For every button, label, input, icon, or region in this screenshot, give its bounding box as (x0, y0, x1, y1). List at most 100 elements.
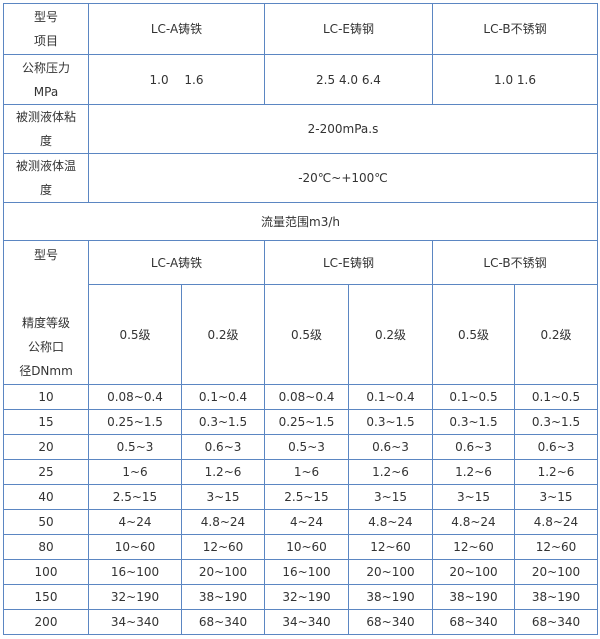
header-label: 型号 项目 (3, 3, 89, 55)
grade-cell: 0.5级 (264, 284, 349, 385)
flow-cell: 1.2~6 (181, 459, 265, 485)
flow-cell: 38~190 (432, 584, 515, 610)
dn-cell: 25 (3, 459, 89, 485)
table-row: 80 10~60 12~60 10~60 12~60 12~60 12~60 (3, 534, 598, 560)
flow-cell: 3~15 (181, 484, 265, 510)
flow-cell: 32~190 (88, 584, 182, 610)
dn-cell: 50 (3, 509, 89, 535)
model-header: LC-A铸铁 (88, 240, 265, 285)
flow-cell: 4.8~24 (432, 509, 515, 535)
flow-header-label: 型号 精度等级 公称口 径DNmm (3, 240, 89, 385)
flow-cell: 0.25~1.5 (264, 409, 349, 435)
spec-table: 型号 项目 LC-A铸铁 LC-E铸钢 LC-B不锈钢 公称压力 MPa 1.0 1… (3, 3, 598, 635)
temperature-row: 被测液体温度 -20℃~+100℃ (3, 153, 598, 203)
grade-row: 0.5级 0.2级 0.5级 0.2级 0.5级 0.2级 (4, 284, 598, 385)
pressure-value: 2.5 4.0 6.4 (264, 54, 433, 105)
dn-cell: 15 (3, 409, 89, 435)
model-header: LC-E铸钢 (264, 240, 433, 285)
model-header: LC-B不锈钢 (432, 3, 598, 55)
flow-cell: 0.08~0.4 (88, 384, 182, 410)
viscosity-row: 被测液体粘度 2-200mPa.s (3, 104, 598, 154)
dn-cell: 150 (3, 584, 89, 610)
flow-cell: 4.8~24 (181, 509, 265, 535)
grade-cell: 0.5级 (432, 284, 515, 385)
flow-cell: 12~60 (348, 534, 433, 560)
dn-cell: 40 (3, 484, 89, 510)
flow-cell: 68~340 (432, 609, 515, 635)
flow-cell: 4.8~24 (348, 509, 433, 535)
flow-cell: 0.5~3 (88, 434, 182, 460)
flow-cell: 0.25~1.5 (88, 409, 182, 435)
flow-cell: 0.1~0.5 (514, 384, 598, 410)
table-row: 40 2.5~15 3~15 2.5~15 3~15 3~15 3~15 (3, 484, 598, 510)
flow-cell: 38~190 (181, 584, 265, 610)
flow-cell: 0.3~1.5 (348, 409, 433, 435)
model-header: LC-B不锈钢 (432, 240, 598, 285)
dn-cell: 20 (3, 434, 89, 460)
table-row: 15 0.25~1.5 0.3~1.5 0.25~1.5 0.3~1.5 0.3~1.5 0… (3, 409, 598, 435)
pressure-row: 公称压力 MPa 1.0 1.6 2.5 4.0 6.4 1.0 1.6 (3, 54, 598, 105)
flow-title-row: 流量范围m3/h (3, 202, 598, 241)
table-row: 200 34~340 68~340 34~340 68~340 68~340 68~340 (3, 609, 598, 635)
flow-cell: 10~60 (264, 534, 349, 560)
pressure-label: 公称压力 MPa (3, 54, 89, 105)
flow-cell: 1.2~6 (432, 459, 515, 485)
flow-cell: 0.6~3 (514, 434, 598, 460)
flow-cell: 0.6~3 (432, 434, 515, 460)
flow-cell: 68~340 (348, 609, 433, 635)
flow-cell: 20~100 (181, 559, 265, 585)
table-row: 100 16~100 20~100 16~100 20~100 20~100 20~100 (3, 559, 598, 585)
flow-cell: 16~100 (88, 559, 182, 585)
flow-cell: 16~100 (264, 559, 349, 585)
dn-cell: 200 (3, 609, 89, 635)
flow-title: 流量范围m3/h (3, 202, 598, 241)
flow-cell: 4~24 (88, 509, 182, 535)
flow-cell: 0.6~3 (181, 434, 265, 460)
table-row: 20 0.5~3 0.6~3 0.5~3 0.6~3 0.6~3 0.6~3 (3, 434, 598, 460)
flow-cell: 0.6~3 (348, 434, 433, 460)
dn-cell: 80 (3, 534, 89, 560)
model-header: LC-A铸铁 (88, 3, 265, 55)
flow-cell: 0.3~1.5 (432, 409, 515, 435)
flow-cell: 4~24 (264, 509, 349, 535)
flow-cell: 34~340 (88, 609, 182, 635)
flow-cell: 10~60 (88, 534, 182, 560)
flow-cell: 34~340 (264, 609, 349, 635)
table-row: 50 4~24 4.8~24 4~24 4.8~24 4.8~24 4.8~24 (3, 509, 598, 535)
table-row: 25 1~6 1.2~6 1~6 1.2~6 1.2~6 1.2~6 (3, 459, 598, 485)
table-row: 10 0.08~0.4 0.1~0.4 0.08~0.4 0.1~0.4 0.1~0.5 0… (3, 384, 598, 410)
grade-cell: 0.5级 (88, 284, 182, 385)
flow-cell: 38~190 (514, 584, 598, 610)
flow-cell: 20~100 (514, 559, 598, 585)
flow-cell: 32~190 (264, 584, 349, 610)
flow-cell: 0.5~3 (264, 434, 349, 460)
flow-cell: 0.08~0.4 (264, 384, 349, 410)
flow-cell: 4.8~24 (514, 509, 598, 535)
flow-cell: 68~340 (181, 609, 265, 635)
flow-cell: 0.3~1.5 (514, 409, 598, 435)
flow-cell: 0.1~0.5 (432, 384, 515, 410)
flow-cell: 1.2~6 (348, 459, 433, 485)
flow-cell: 3~15 (348, 484, 433, 510)
flow-cell: 12~60 (514, 534, 598, 560)
temperature-value: -20℃~+100℃ (88, 153, 598, 203)
flow-cell: 38~190 (348, 584, 433, 610)
grade-cell: 0.2级 (514, 284, 598, 385)
flow-cell: 2.5~15 (88, 484, 182, 510)
dn-cell: 10 (3, 384, 89, 410)
viscosity-label: 被测液体粘度 (3, 104, 89, 154)
header-row: 型号 项目 LC-A铸铁 LC-E铸钢 LC-B不锈钢 (3, 3, 598, 55)
flow-cell: 2.5~15 (264, 484, 349, 510)
flow-cell: 3~15 (432, 484, 515, 510)
flow-cell: 1~6 (264, 459, 349, 485)
flow-cell: 12~60 (432, 534, 515, 560)
viscosity-value: 2-200mPa.s (88, 104, 598, 154)
flow-cell: 68~340 (514, 609, 598, 635)
flow-cell: 0.1~0.4 (348, 384, 433, 410)
flow-cell: 0.1~0.4 (181, 384, 265, 410)
flow-cell: 0.3~1.5 (181, 409, 265, 435)
flow-cell: 3~15 (514, 484, 598, 510)
grade-cell: 0.2级 (181, 284, 265, 385)
flow-cell: 1.2~6 (514, 459, 598, 485)
dn-cell: 100 (3, 559, 89, 585)
